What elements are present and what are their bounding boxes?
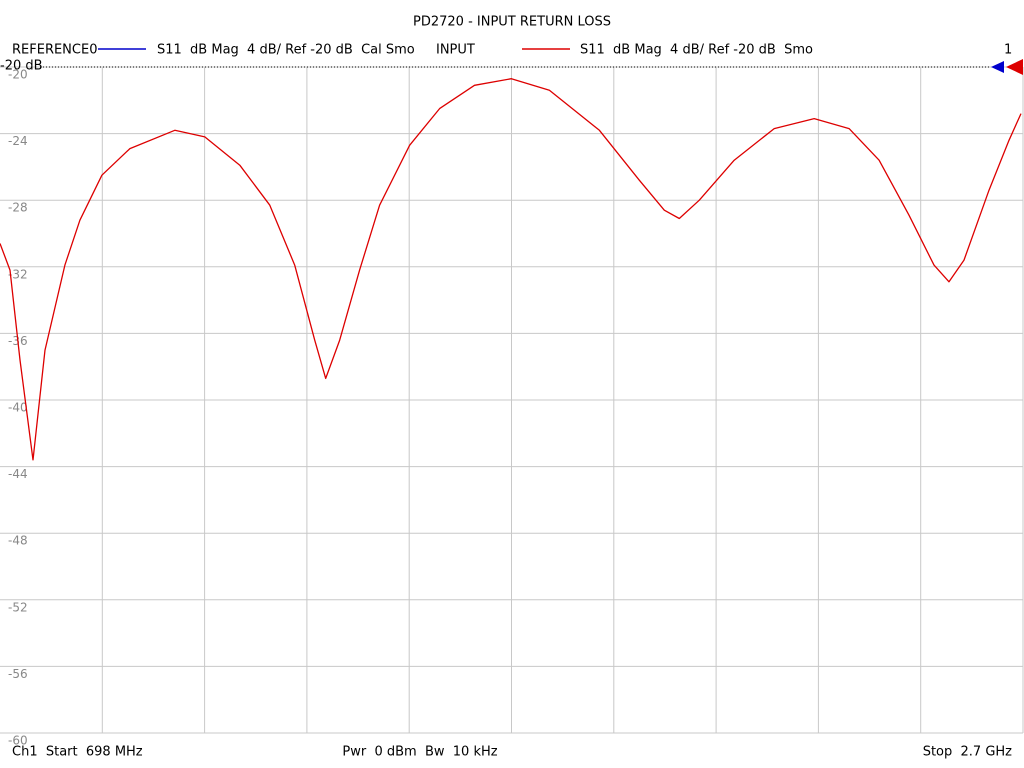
y-tick-label: -60 [8,734,28,748]
reference-label: -20 dB [0,59,43,74]
legend-label: S11 dB Mag 4 dB/ Ref -20 dB Cal Smo [157,43,415,58]
y-tick-label: -32 [8,267,28,281]
reference-marker [1006,59,1023,75]
trace [0,78,1022,461]
footer-center: Pwr 0 dBm Bw 10 kHz [342,745,497,760]
legend-label: S11 dB Mag 4 dB/ Ref -20 dB Smo [580,43,813,58]
y-tick-label: -40 [8,401,28,415]
y-tick-label: -56 [8,667,28,681]
y-tick-label: -44 [8,467,28,481]
footer-right: Stop 2.7 GHz [923,745,1012,760]
channel-marker: 1 [1004,43,1012,58]
y-tick-label: -52 [8,600,28,614]
legend-name: REFERENCE0 [12,43,97,58]
y-tick-label: -28 [8,201,28,215]
legend-name: INPUT [436,43,475,58]
y-tick-label: -48 [8,534,28,548]
chart-title: PD2720 - INPUT RETURN LOSS [413,15,611,30]
y-tick-label: -20 [8,68,28,82]
reference-marker [991,61,1004,73]
footer-left: Ch1 Start 698 MHz [12,745,143,760]
y-tick-label: -24 [8,134,28,148]
